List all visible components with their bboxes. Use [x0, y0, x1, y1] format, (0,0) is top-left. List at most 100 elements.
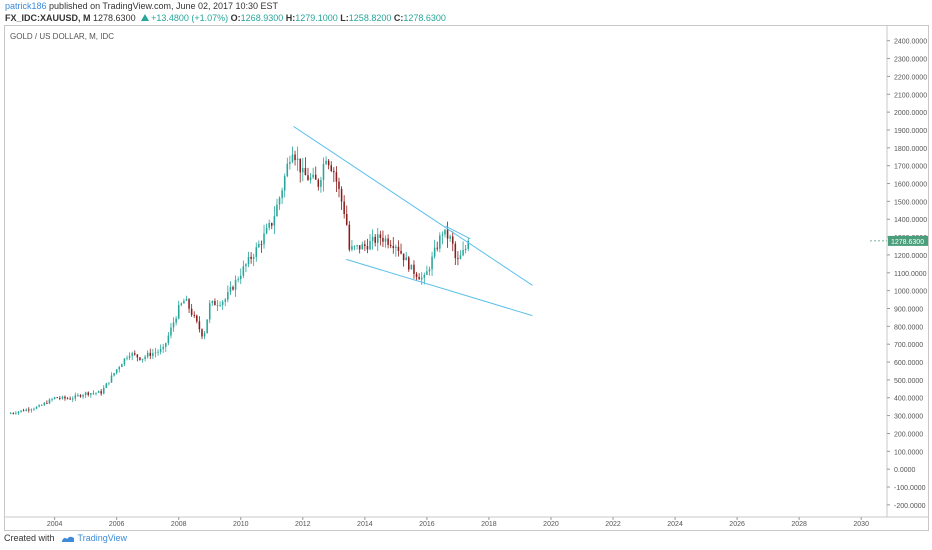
x-tick-label: 2008 — [171, 521, 187, 528]
last-price-box — [888, 235, 928, 246]
candle-body — [374, 236, 376, 243]
candle-body — [149, 352, 152, 356]
candle-body — [128, 355, 131, 358]
candle-body — [423, 274, 426, 278]
candle-body — [64, 396, 66, 399]
candle-body — [366, 246, 369, 250]
wedge-right-edge — [445, 225, 471, 240]
candle-body — [232, 287, 234, 290]
author-link[interactable]: patrick186 — [5, 1, 47, 11]
x-tick-label: 2004 — [47, 521, 63, 528]
close-label: C: — [393, 13, 404, 23]
candle-body — [428, 269, 431, 272]
candle-body — [302, 168, 304, 173]
candle-body — [340, 188, 343, 202]
candle-body — [190, 308, 193, 315]
candle-body — [224, 299, 227, 302]
candle-body — [278, 197, 281, 205]
y-tick-label: 1500.0000 — [894, 199, 927, 206]
x-tick-label: 2018 — [481, 521, 497, 528]
candle-body — [234, 279, 237, 290]
last-price: 1278.6300 — [93, 13, 136, 23]
candle-body — [296, 158, 299, 161]
y-tick-label: 300.0000 — [894, 414, 923, 421]
candle-body — [281, 190, 283, 198]
candle-body — [198, 321, 201, 330]
brand-label: TradingView — [77, 533, 128, 543]
candle-body — [177, 304, 180, 319]
candle-body — [431, 256, 433, 270]
candle-body — [242, 266, 245, 276]
y-tick-label: 1700.0000 — [894, 164, 927, 171]
candle-body — [265, 227, 268, 234]
candle-body — [433, 247, 436, 257]
y-tick-label: 1100.0000 — [894, 271, 927, 278]
price-axis[interactable]: 2400.0000 2300.0000 2200.0000 2100.0000 2000… — [887, 39, 927, 510]
candle-body — [131, 353, 133, 356]
x-tick-label: 2006 — [109, 521, 125, 528]
candle-body — [255, 247, 258, 258]
candle-body — [451, 236, 454, 244]
candle-body — [426, 271, 428, 275]
close-value: 1278.6300 — [403, 13, 446, 23]
candle-body — [53, 397, 56, 399]
candle-body — [66, 398, 69, 400]
candle-body — [56, 397, 58, 399]
candle-body — [343, 201, 345, 215]
y-tick-label: 400.0000 — [894, 396, 923, 403]
candle-body — [43, 402, 46, 406]
candle-body — [121, 364, 123, 368]
candle-body — [268, 223, 270, 228]
candle-body — [299, 158, 301, 173]
chart-frame — [4, 25, 929, 531]
y-tick-label: 2400.0000 — [894, 39, 927, 46]
tradingview-brand[interactable]: TradingView — [61, 533, 128, 543]
candle-body — [95, 392, 97, 394]
candle-body — [327, 160, 330, 166]
candle-body — [77, 395, 79, 396]
candle-body — [307, 175, 309, 181]
candle-body — [415, 273, 418, 278]
candle-body — [379, 234, 382, 238]
candle-body — [115, 369, 118, 374]
candle-body — [87, 392, 90, 395]
candle-body — [113, 373, 115, 376]
candle-body — [364, 244, 366, 247]
candle-body — [152, 353, 154, 356]
candle-body — [369, 240, 371, 250]
high-label: H: — [285, 13, 296, 23]
candle-body — [250, 256, 252, 259]
candle-body — [175, 318, 177, 323]
candle-body — [71, 398, 74, 400]
high-value: 1279.1000 — [295, 13, 338, 23]
trendline-drawings[interactable] — [293, 125, 533, 317]
candle-body — [351, 246, 353, 250]
candle-body — [462, 250, 464, 256]
candle-body — [392, 246, 395, 249]
candle-body — [162, 346, 164, 349]
open-label: O: — [230, 13, 241, 23]
candle-body — [221, 301, 224, 305]
candle-body — [118, 367, 121, 370]
candle-body — [139, 357, 141, 360]
candle-body — [312, 174, 314, 178]
candle-body — [348, 224, 351, 250]
candle-body — [260, 244, 263, 245]
candle-body — [123, 358, 126, 365]
candle-body — [400, 250, 402, 254]
candle-body — [418, 277, 420, 280]
candle-body — [289, 161, 291, 164]
y-tick-label: 1900.0000 — [894, 128, 927, 135]
y-tick-label: 500.0000 — [894, 378, 923, 385]
publish-info: published on TradingView.com, June 02, 2… — [49, 1, 279, 11]
candle-body — [229, 287, 232, 293]
candle-body — [180, 303, 183, 305]
candle-body — [12, 413, 15, 415]
x-tick-label: 2016 — [419, 521, 435, 528]
y-tick-label: 900.0000 — [894, 306, 923, 313]
time-axis[interactable]: 2004 2006 2008 2010 2012 2014 2016 2018 2020 2022… — [47, 517, 869, 528]
candle-body — [273, 216, 276, 226]
created-with-label: Created with — [4, 533, 55, 543]
candle-body — [219, 304, 221, 306]
